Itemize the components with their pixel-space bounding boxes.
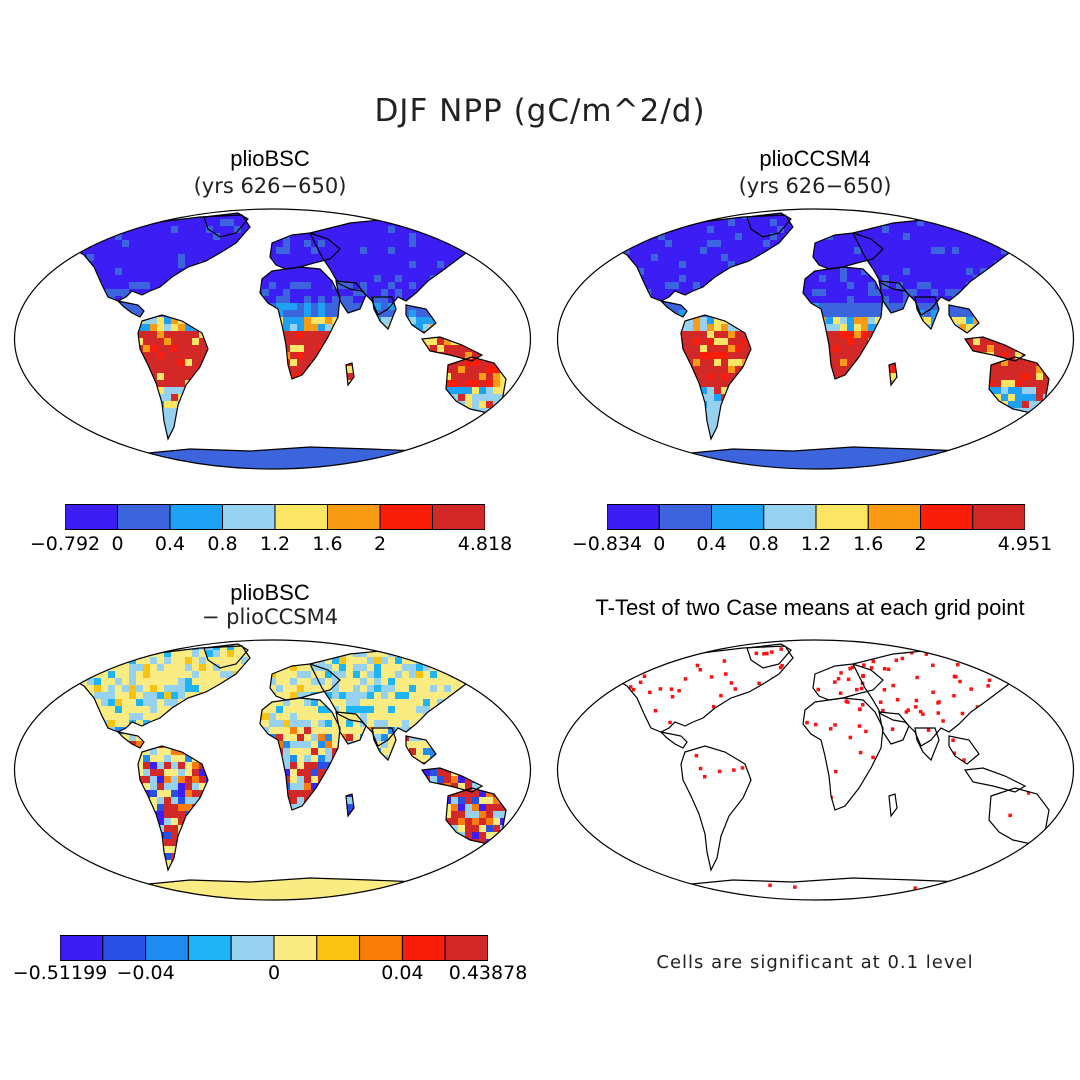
colorbar-swatch <box>867 504 921 530</box>
panel-subtitle-diff: − plioCCSM4 <box>201 605 339 629</box>
colorbar-swatch <box>60 935 104 961</box>
colorbar-swatch <box>273 935 318 961</box>
colorbar-swatch <box>444 935 488 961</box>
significant-cells <box>613 644 1049 900</box>
map-difference <box>13 639 532 901</box>
colorbar-tick-label: 0.04 <box>381 962 424 984</box>
colorbar-swatch <box>169 504 223 530</box>
panel-title-diff: plioBSC <box>230 580 310 605</box>
colorbar-swatch <box>274 504 328 530</box>
colorbar-swatch <box>711 504 765 530</box>
colorbar-tick-label: 1.2 <box>259 533 291 555</box>
map-plio-bsc <box>13 208 532 470</box>
colorbar-tick-label: 4.818 <box>457 533 513 555</box>
panel-title-ttest: T-Test of two Case means at each grid po… <box>595 595 1025 620</box>
colorbar-swatch <box>327 504 381 530</box>
colorbar-tick-label: 0.8 <box>748 533 779 555</box>
colorbar-tick-label: 0.4 <box>154 533 186 555</box>
colorbar-tick-label: 0.43878 <box>448 962 528 984</box>
map-ttest-significance <box>556 639 1075 901</box>
colorbar-swatch <box>222 504 276 530</box>
colorbar-bsc-labels: −0.792 0 0.4 0.8 1.2 1.6 2 4.818 <box>0 533 540 559</box>
colorbar-tick-label: 1.6 <box>312 533 343 555</box>
colorbar-swatch <box>102 935 147 961</box>
colorbar-swatch <box>359 935 403 961</box>
colorbar-swatch <box>117 504 171 530</box>
panel-subtitle-bsc: (yrs 626−650) <box>193 174 347 198</box>
colorbar-tick-label: −0.834 <box>571 533 643 555</box>
colorbar-swatch <box>65 504 118 530</box>
colorbar-tick-label: −0.04 <box>116 962 175 984</box>
colorbar-swatch <box>432 504 485 530</box>
colorbar-tick-label: 0 <box>653 533 666 555</box>
map-field-cells <box>70 644 506 900</box>
colorbar-tick-label: 4.951 <box>997 533 1053 555</box>
map-plio-ccsm4 <box>556 208 1075 470</box>
colorbar-tick-label: 0 <box>111 533 124 555</box>
colorbar-tick-label: 1.2 <box>800 533 832 555</box>
colorbar-tick-label: 2 <box>373 533 387 555</box>
colorbar-tick-label: 0.4 <box>696 533 727 555</box>
figure-title: DJF NPP (gC/m^2/d) <box>374 93 706 129</box>
colorbar-swatch <box>316 935 361 961</box>
colorbar-tick-label: −0.51199 <box>12 962 108 984</box>
coastlines <box>612 212 1050 469</box>
colorbar-swatch <box>972 504 1025 530</box>
colorbar-tick-label: 0 <box>267 962 281 984</box>
panel-subtitle-ccsm4: (yrs 626−650) <box>738 174 892 198</box>
colorbar-ccsm4-labels: −0.834 0 0.4 0.8 1.2 1.6 2 4.951 <box>540 533 1080 559</box>
colorbar-bsc <box>65 504 485 530</box>
colorbar-tick-label: −0.792 <box>29 533 101 555</box>
colorbar-tick-label: 1.6 <box>853 533 884 555</box>
colorbar-swatch <box>187 935 232 961</box>
colorbar-swatch <box>815 504 869 530</box>
colorbar-tick-label: 0.8 <box>207 533 238 555</box>
colorbar-swatch <box>230 935 275 961</box>
colorbar-swatch <box>607 504 660 530</box>
colorbar-diff-labels: −0.51199 −0.04 0 0.04 0.43878 <box>0 962 540 988</box>
coastlines <box>69 643 507 900</box>
colorbar-diff <box>60 935 488 961</box>
colorbar-swatch <box>763 504 817 530</box>
colorbar-swatch <box>379 504 433 530</box>
colorbar-ccsm4 <box>607 504 1025 530</box>
colorbar-swatch <box>401 935 446 961</box>
colorbar-swatch <box>145 935 189 961</box>
map-field-cells <box>613 213 1049 469</box>
colorbar-tick-label: 2 <box>914 533 927 555</box>
colorbar-swatch <box>658 504 712 530</box>
panel-title-ccsm4: plioCCSM4 <box>759 146 871 171</box>
colorbar-swatch <box>920 504 974 530</box>
coastlines <box>69 212 507 469</box>
significance-note: Cells are significant at 0.1 level <box>656 952 974 973</box>
map-field-cells <box>70 213 506 469</box>
coastlines <box>612 643 1050 900</box>
panel-title-bsc: plioBSC <box>230 146 310 171</box>
